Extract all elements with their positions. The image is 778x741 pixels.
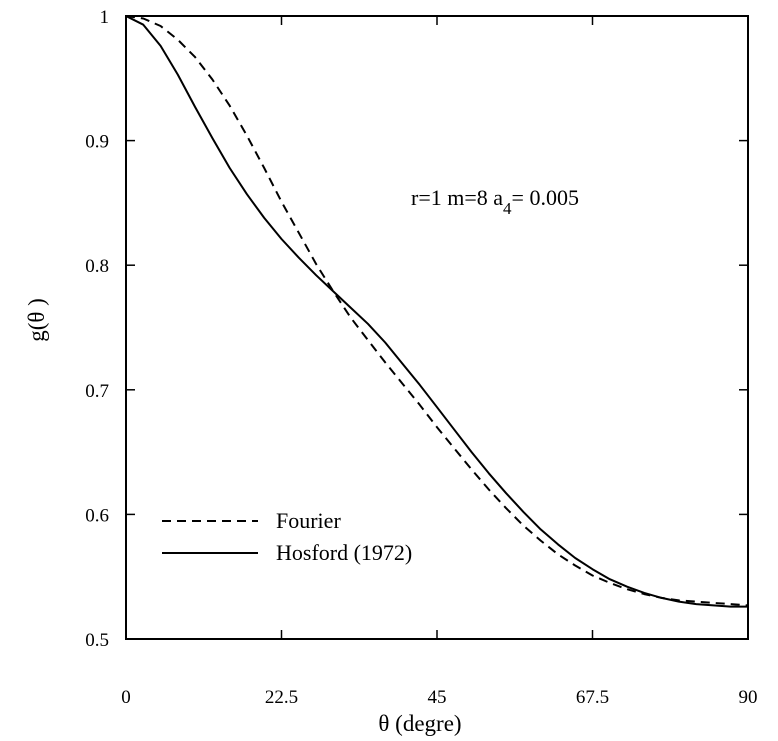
y-tick-label: 0.7 bbox=[85, 381, 109, 402]
x-tick-label: 45 bbox=[428, 687, 447, 708]
x-tick-label: 67.5 bbox=[576, 687, 609, 708]
legend: Fourier Hosford (1972) bbox=[162, 508, 412, 565]
annotation-suffix: = 0.005 bbox=[512, 185, 579, 210]
y-axis-label: g(θ ) bbox=[24, 298, 49, 342]
series-line-hosford-1972 bbox=[125, 15, 748, 608]
x-tick-label: 0 bbox=[121, 687, 131, 708]
y-axis-ticks: 0.5 0.6 0.7 0.8 0.9 1 bbox=[85, 7, 748, 651]
y-tick-label: 0.6 bbox=[85, 505, 109, 526]
annotation-parameters: r=1 m=8 a4= 0.005 bbox=[411, 185, 579, 218]
x-axis-label: θ (degre) bbox=[378, 711, 461, 736]
annotation-prefix: r=1 m=8 a bbox=[411, 185, 503, 210]
annotation-subscript: 4 bbox=[503, 199, 512, 218]
x-tick-label: 90 bbox=[739, 687, 758, 708]
x-axis-ticks: 0 22.5 45 67.5 90 bbox=[121, 16, 758, 708]
y-tick-label: 0.9 bbox=[85, 132, 109, 153]
y-tick-label: 1 bbox=[100, 7, 110, 28]
y-tick-label: 0.5 bbox=[85, 630, 109, 651]
x-tick-label: 22.5 bbox=[265, 687, 298, 708]
series-line-fourier bbox=[125, 15, 749, 607]
legend-label-fourier: Fourier bbox=[276, 508, 341, 533]
legend-label-hosford: Hosford (1972) bbox=[276, 540, 412, 565]
y-tick-label: 0.8 bbox=[85, 256, 109, 277]
series-layer bbox=[125, 15, 749, 608]
plot-frame bbox=[125, 15, 749, 640]
